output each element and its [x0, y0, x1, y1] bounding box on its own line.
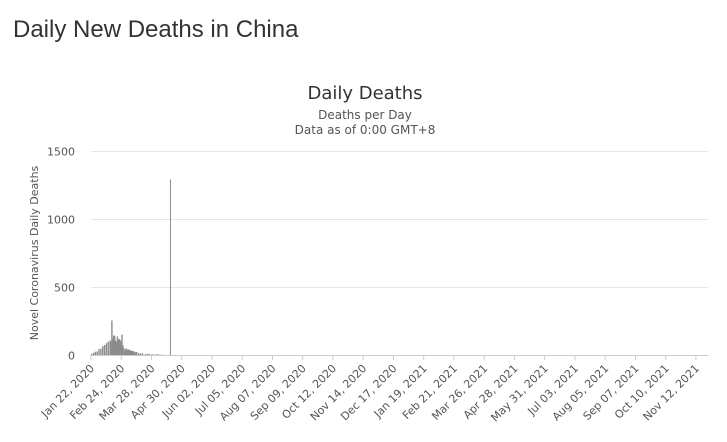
y-tick-label: 1000 — [47, 214, 75, 227]
bar — [95, 352, 96, 355]
y-tick-label: 1500 — [47, 146, 75, 159]
bar — [97, 351, 98, 355]
bar — [102, 346, 103, 355]
chart-subtitle-line-2: Data as of 0:00 GMT+8 — [295, 123, 436, 137]
bar — [138, 353, 139, 355]
page-heading: Daily New Deaths in China — [13, 16, 298, 44]
bar — [158, 354, 159, 355]
y-axis-ticks: 0 500 1000 1500 — [47, 146, 75, 363]
y-tick-label: 0 — [68, 350, 75, 363]
bar — [153, 354, 154, 355]
chart-title: Daily Deaths — [307, 83, 422, 104]
chart-subtitle-line-1: Deaths per Day — [318, 108, 412, 122]
bar — [142, 353, 143, 355]
bar — [93, 353, 94, 355]
bar — [106, 343, 107, 355]
bar — [140, 354, 141, 355]
bar — [170, 180, 171, 355]
bar — [136, 352, 137, 355]
bar — [145, 354, 146, 355]
daily-deaths-chart: Daily Deaths Deaths per Day Data as of 0… — [0, 70, 727, 437]
bar — [147, 354, 148, 355]
grid-lines — [91, 152, 708, 356]
bar — [100, 349, 101, 355]
bar — [108, 342, 109, 355]
chart-container: Daily Deaths Deaths per Day Data as of 0… — [0, 70, 727, 437]
bar — [91, 354, 92, 355]
bar — [98, 349, 99, 355]
bar — [149, 354, 150, 355]
y-tick-label: 500 — [54, 282, 75, 295]
bar — [104, 345, 105, 355]
bars — [91, 180, 171, 355]
y-axis-label: Novel Coronavirus Daily Deaths — [28, 165, 41, 340]
bar — [156, 354, 157, 355]
